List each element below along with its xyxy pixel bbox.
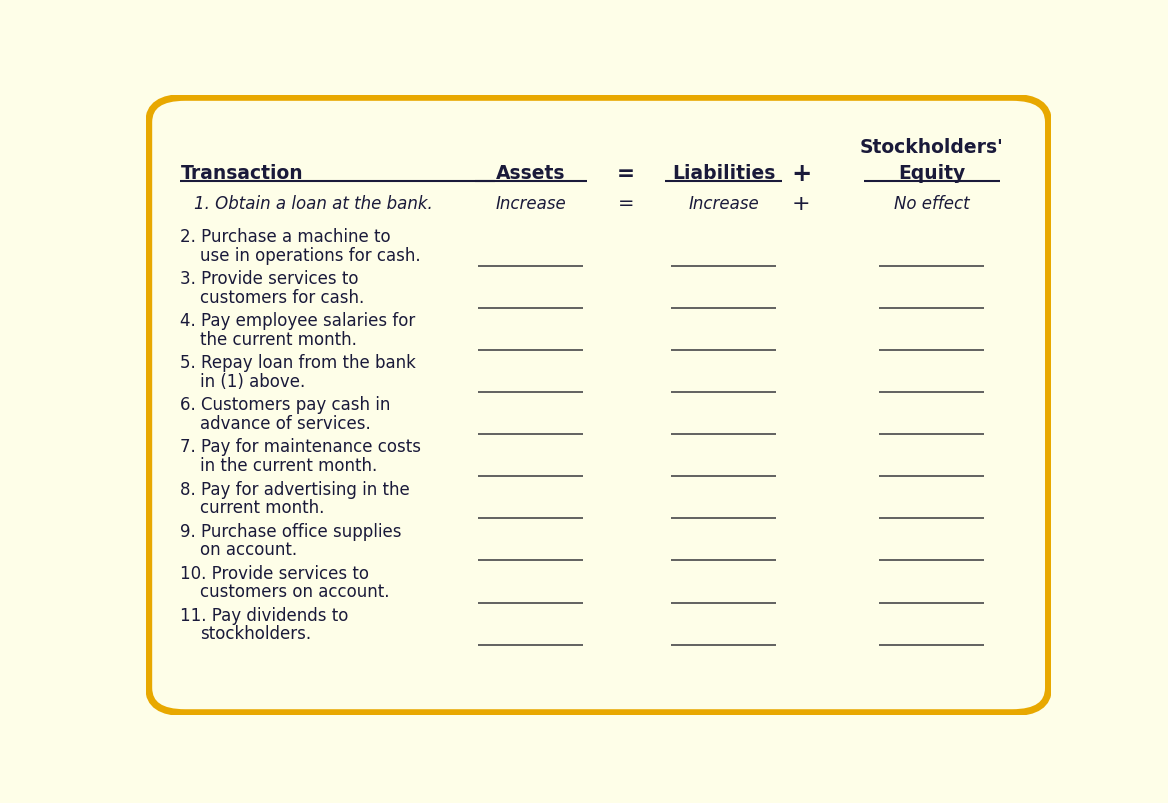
Text: current month.: current month. [201,499,325,516]
Text: 1. Obtain a loan at the bank.: 1. Obtain a loan at the bank. [194,194,432,212]
Text: +: + [791,161,812,185]
Text: advance of services.: advance of services. [201,414,371,433]
Text: 2. Purchase a machine to: 2. Purchase a machine to [180,228,391,246]
Text: Equity: Equity [898,164,965,183]
Text: Stockholders': Stockholders' [860,137,1003,157]
Text: =: = [618,194,634,213]
Text: 4. Pay employee salaries for: 4. Pay employee salaries for [180,312,416,330]
Text: the current month.: the current month. [201,330,357,349]
Text: 9. Purchase office supplies: 9. Purchase office supplies [180,522,402,540]
FancyBboxPatch shape [148,98,1049,713]
Text: +: + [792,194,811,214]
Text: 6. Customers pay cash in: 6. Customers pay cash in [180,396,391,414]
Text: 7. Pay for maintenance costs: 7. Pay for maintenance costs [180,438,422,456]
Text: Increase: Increase [688,194,759,212]
Text: Transaction: Transaction [180,164,303,183]
Text: customers on account.: customers on account. [201,583,390,601]
Text: Increase: Increase [495,194,566,212]
Text: 5. Repay loan from the bank: 5. Repay loan from the bank [180,354,416,372]
Text: 8. Pay for advertising in the: 8. Pay for advertising in the [180,480,410,498]
Text: on account.: on account. [201,540,298,559]
Text: 11. Pay dividends to: 11. Pay dividends to [180,606,349,624]
Text: use in operations for cash.: use in operations for cash. [201,247,420,264]
Text: Liabilities: Liabilities [672,164,776,183]
Text: No effect: No effect [894,194,969,212]
Text: stockholders.: stockholders. [201,625,312,642]
Text: 10. Provide services to: 10. Provide services to [180,564,369,582]
Text: 3. Provide services to: 3. Provide services to [180,270,359,287]
Text: in the current month.: in the current month. [201,456,377,475]
Text: customers for cash.: customers for cash. [201,288,364,306]
Text: in (1) above.: in (1) above. [201,373,306,390]
Text: =: = [617,164,634,184]
Text: Assets: Assets [496,164,565,183]
